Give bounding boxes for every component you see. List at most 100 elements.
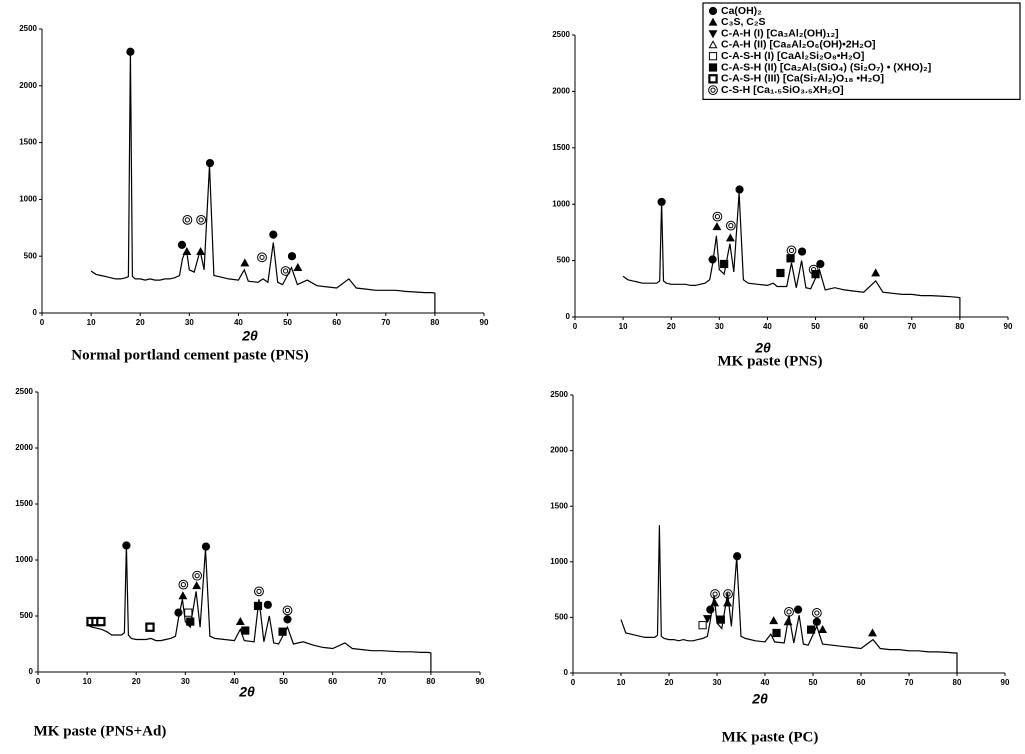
marker-bullseye — [784, 606, 794, 617]
y-tick-label: 2500 — [550, 390, 568, 399]
marker-ring — [192, 570, 203, 581]
marker-ring — [708, 85, 718, 95]
marker-square — [698, 621, 707, 630]
marker-square-small — [145, 622, 155, 632]
marker-ring — [712, 211, 723, 222]
marker-ring — [723, 589, 733, 599]
marker-triangle — [723, 598, 733, 607]
marker-bullseye — [192, 570, 203, 581]
x-tick-label: 70 — [905, 678, 914, 687]
legend-label: C-A-H (I) [Ca₃Al₂(OH)₁₂] — [721, 27, 839, 39]
marker-square-small — [708, 74, 718, 84]
marker-ring — [198, 217, 204, 223]
x-tick-label: 0 — [571, 678, 576, 687]
chart-title: Normal portland cement paste (PNS) — [71, 347, 308, 363]
marker-circle — [733, 552, 742, 561]
marker-circle — [794, 605, 803, 614]
x-tick-label: 80 — [430, 318, 439, 327]
marker-circle — [283, 615, 292, 624]
marker-circle — [708, 255, 717, 264]
marker-bullseye — [723, 589, 733, 599]
x-tick-label: 30 — [713, 678, 722, 687]
x-axis-label: 2θ — [238, 684, 255, 700]
xrd-trace — [620, 525, 958, 673]
marker-ring — [259, 254, 265, 260]
marker-circle — [122, 541, 131, 550]
y-tick-label: 1500 — [15, 499, 33, 508]
y-tick-label: 0 — [564, 668, 569, 677]
y-tick-label: 2500 — [15, 387, 33, 396]
x-tick-label: 30 — [715, 322, 724, 331]
marker-ring — [196, 214, 207, 225]
y-tick-label: 2500 — [19, 24, 37, 33]
y-tick-label: 1000 — [550, 557, 568, 566]
marker-ring — [282, 268, 289, 274]
marker-triangle-down — [708, 30, 718, 39]
marker-ring — [788, 247, 795, 254]
marker-triangle — [818, 625, 828, 634]
legend-label: C-A-S-H (II) [Ca₂Al₃(SiO₄) (Si₂O₇) • (XH… — [721, 61, 931, 73]
marker-ring — [714, 214, 721, 220]
marker-bullseye — [178, 579, 189, 590]
marker-square — [776, 268, 785, 278]
y-tick-label: 2000 — [552, 87, 570, 96]
marker-triangle — [725, 233, 735, 242]
x-tick-label: 90 — [476, 677, 485, 686]
x-tick-label: 70 — [381, 318, 390, 327]
marker-triangle — [783, 617, 793, 626]
marker-square — [708, 63, 718, 72]
x-tick-label: 80 — [426, 677, 435, 686]
y-tick-label: 1500 — [552, 143, 570, 152]
marker-circle — [657, 197, 666, 207]
chart-title: MK paste (PNS+Ad) — [34, 723, 167, 739]
marker-ring — [784, 606, 794, 617]
marker-square — [811, 270, 820, 279]
marker-ring — [710, 589, 720, 599]
marker-bullseye — [786, 245, 797, 256]
x-tick-label: 70 — [907, 322, 916, 331]
marker-ring — [712, 591, 718, 597]
marker-square — [186, 617, 195, 626]
x-tick-label: 60 — [857, 678, 866, 687]
marker-ring — [811, 608, 822, 618]
x-tick-label: 50 — [809, 678, 818, 687]
x-tick-label: 40 — [230, 677, 239, 686]
y-tick-label: 500 — [24, 251, 38, 260]
marker-circle — [201, 542, 211, 551]
marker-triangle — [182, 247, 192, 256]
marker-triangle — [708, 17, 718, 26]
y-tick-label: 0 — [566, 312, 571, 321]
marker-ring — [814, 610, 820, 616]
marker-triangle — [178, 591, 188, 600]
legend-label: Ca(OH)₂ — [721, 5, 762, 17]
x-tick-label: 30 — [181, 677, 190, 686]
y-tick-label: 2000 — [19, 81, 37, 90]
xrd-trace — [90, 51, 436, 313]
legend-label: C-A-S-H (I) [CaAl₂Si₂O₈•H₂O] — [721, 50, 864, 62]
chart-title: MK paste (PNS) — [718, 353, 823, 369]
marker-square — [253, 601, 263, 611]
marker-triangle — [769, 616, 779, 625]
marker-circle — [269, 230, 278, 239]
marker-triangle — [293, 262, 303, 271]
marker-ring — [284, 607, 291, 614]
y-tick-label: 1000 — [552, 199, 570, 208]
marker-ring — [178, 579, 189, 590]
x-tick-label: 30 — [185, 318, 194, 327]
marker-bullseye — [280, 266, 291, 276]
marker-triangle — [712, 222, 722, 231]
marker-ring — [786, 245, 797, 256]
marker-circle — [287, 252, 297, 261]
x-tick-label: 0 — [573, 322, 578, 331]
legend-label: C₃S, C₂S — [721, 16, 766, 28]
marker-circle — [205, 158, 215, 168]
marker-circle — [735, 185, 744, 194]
marker-square — [772, 628, 781, 638]
x-tick-label: 20 — [667, 322, 676, 331]
x-tick-label: 40 — [234, 318, 243, 327]
marker-circle — [797, 247, 807, 256]
x-tick-label: 50 — [279, 677, 288, 686]
marker-ring — [182, 214, 193, 225]
marker-ring — [184, 217, 190, 223]
x-tick-label: 10 — [617, 678, 626, 687]
